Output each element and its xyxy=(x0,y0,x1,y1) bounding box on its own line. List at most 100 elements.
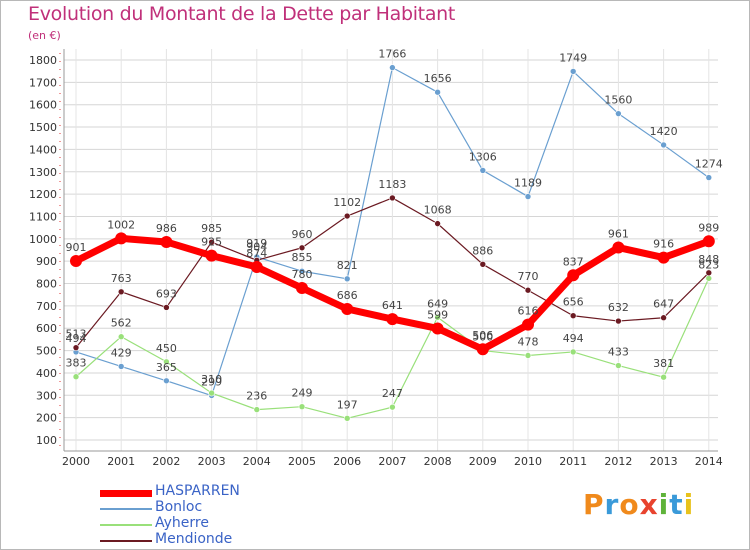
proxiti-logo: Proxiti xyxy=(583,488,695,521)
x-tick-label: 2009 xyxy=(469,455,497,468)
legend-swatch xyxy=(100,524,152,526)
data-point-hasparren xyxy=(205,249,218,262)
x-tick-label: 2001 xyxy=(107,455,135,468)
data-label-ayherre: 381 xyxy=(653,357,674,370)
y-tick-label: 800 xyxy=(36,278,57,291)
data-label-hasparren: 1002 xyxy=(107,218,135,231)
data-label-bonloc: 365 xyxy=(156,361,177,374)
data-label-ayherre: 450 xyxy=(156,342,177,355)
data-label-ayherre: 247 xyxy=(382,387,403,400)
data-label-hasparren: 874 xyxy=(246,247,267,260)
data-label-bonloc: 855 xyxy=(292,251,313,264)
data-label-mendionde: 904 xyxy=(246,240,267,253)
data-label-mendionde: 985 xyxy=(201,222,222,235)
legend-label: Bonloc xyxy=(155,499,203,515)
y-tick-label: 1700 xyxy=(29,76,57,89)
y-tick-label: 1000 xyxy=(29,233,57,246)
data-point-ayherre xyxy=(117,333,125,341)
data-point-ayherre xyxy=(208,389,215,397)
data-point-ayherre xyxy=(163,358,170,366)
data-point-mendionde xyxy=(72,344,80,351)
y-tick-label: 1100 xyxy=(29,210,57,223)
data-point-mendionde xyxy=(117,288,125,296)
data-label-hasparren: 641 xyxy=(382,299,403,312)
data-point-hasparren xyxy=(657,251,670,264)
legend-label: HASPARREN xyxy=(155,483,240,499)
data-label-ayherre: 433 xyxy=(608,346,629,359)
data-label-mendionde: 848 xyxy=(698,253,719,266)
data-point-hasparren xyxy=(522,318,534,331)
data-label-hasparren: 986 xyxy=(156,222,177,235)
data-label-mendionde: 513 xyxy=(66,328,87,341)
data-label-ayherre: 823 xyxy=(698,258,719,271)
y-tick-label: 1400 xyxy=(29,143,57,156)
data-label-bonloc: 1274 xyxy=(695,158,723,171)
x-tick-label: 2003 xyxy=(198,455,226,468)
x-tick-label: 2004 xyxy=(243,455,271,468)
data-point-ayherre xyxy=(705,275,713,282)
legend-swatch xyxy=(100,540,152,542)
x-tick-label: 2013 xyxy=(650,455,678,468)
data-point-mendionde xyxy=(569,312,577,320)
data-label-bonloc: 1766 xyxy=(378,48,406,61)
x-tick-label: 2011 xyxy=(559,455,587,468)
x-tick-label: 2010 xyxy=(514,455,542,468)
data-point-ayherre xyxy=(389,403,396,411)
data-point-hasparren xyxy=(431,322,444,335)
data-label-bonloc: 1749 xyxy=(559,51,587,64)
data-label-mendionde: 763 xyxy=(111,272,132,285)
x-tick-label: 2005 xyxy=(288,455,316,468)
data-label-ayherre: 562 xyxy=(111,317,132,330)
data-label-hasparren: 686 xyxy=(337,289,358,302)
data-point-ayherre xyxy=(569,348,577,356)
data-point-mendionde xyxy=(163,304,170,311)
data-label-ayherre: 478 xyxy=(518,336,539,349)
data-label-ayherre: 197 xyxy=(337,398,358,411)
data-label-ayherre: 649 xyxy=(427,297,448,310)
data-point-bonloc xyxy=(569,68,577,75)
data-label-ayherre: 383 xyxy=(66,357,87,370)
data-point-bonloc xyxy=(298,267,306,275)
data-point-ayherre xyxy=(434,313,441,321)
data-label-hasparren: 780 xyxy=(292,268,313,281)
data-label-bonloc: 1420 xyxy=(650,125,678,138)
data-point-hasparren xyxy=(296,282,308,294)
y-tick-label: 1300 xyxy=(29,166,57,179)
data-point-hasparren xyxy=(612,241,625,254)
data-point-bonloc xyxy=(479,167,487,174)
data-label-hasparren: 599 xyxy=(427,308,448,321)
data-point-mendionde xyxy=(660,314,667,322)
y-tick-label: 1800 xyxy=(29,54,57,67)
data-point-mendionde xyxy=(343,212,351,220)
data-label-hasparren: 837 xyxy=(563,255,584,268)
y-tick-label: 1500 xyxy=(29,121,57,134)
data-point-bonloc xyxy=(163,377,170,385)
data-label-mendionde: 960 xyxy=(292,228,313,241)
data-label-ayherre: 249 xyxy=(292,387,313,400)
data-label-mendionde: 647 xyxy=(653,298,674,311)
x-tick-label: 2006 xyxy=(333,455,361,468)
data-label-hasparren: 961 xyxy=(608,228,629,241)
data-label-bonloc: 821 xyxy=(337,259,358,272)
data-point-ayherre xyxy=(660,373,667,381)
data-label-bonloc: 1306 xyxy=(469,150,497,163)
y-tick-label: 1200 xyxy=(29,188,57,201)
data-point-hasparren xyxy=(70,254,82,267)
y-tick-label: 200 xyxy=(36,412,57,425)
legend-label: Ayherre xyxy=(155,515,209,531)
data-point-mendionde xyxy=(524,286,532,294)
data-point-mendionde xyxy=(615,317,622,325)
x-tick-label: 2008 xyxy=(424,455,452,468)
data-point-hasparren xyxy=(341,303,354,316)
data-label-hasparren: 616 xyxy=(518,305,539,318)
data-label-bonloc: 494 xyxy=(66,332,87,345)
x-tick-label: 2012 xyxy=(604,455,632,468)
data-label-bonloc: 1189 xyxy=(514,177,542,190)
data-label-bonloc: 299 xyxy=(201,376,222,389)
y-tick-label: 300 xyxy=(36,389,57,402)
y-tick-label: 100 xyxy=(36,434,57,447)
data-label-mendionde: 693 xyxy=(156,287,177,300)
data-point-mendionde xyxy=(208,238,215,246)
data-label-bonloc: 1656 xyxy=(424,72,452,85)
data-point-bonloc xyxy=(343,275,351,283)
